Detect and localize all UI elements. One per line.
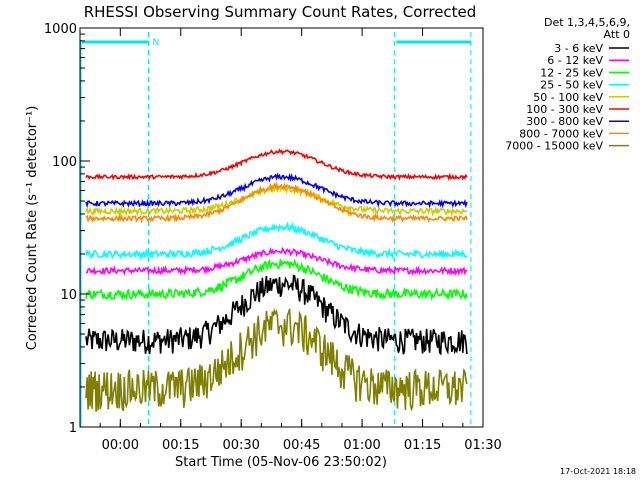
y-tick-label-0: 1 bbox=[69, 421, 77, 436]
series-line-8 bbox=[85, 308, 468, 412]
legend-label-1: 6 - 12 keV bbox=[547, 54, 603, 67]
x-tick-label-5: 01:15 bbox=[404, 438, 441, 453]
x-tick-label-2: 00:30 bbox=[222, 438, 259, 453]
legend-label-7: 800 - 7000 keV bbox=[519, 127, 603, 140]
night-label-0: N bbox=[153, 38, 160, 48]
legend-header-line-1: Det 1,3,4,5,6,9, bbox=[544, 16, 630, 29]
y-axis-label: Corrected Count Rate (s⁻¹ detector⁻¹) bbox=[25, 106, 40, 351]
legend-label-4: 50 - 100 keV bbox=[533, 91, 603, 104]
legend-label-0: 3 - 6 keV bbox=[554, 42, 603, 55]
series-line-2 bbox=[85, 258, 468, 302]
legend-label-8: 7000 - 15000 keV bbox=[505, 140, 603, 153]
y-tick-label-1: 10 bbox=[60, 288, 77, 303]
y-tick-label-2: 100 bbox=[52, 155, 77, 170]
legend-label-6: 300 - 800 keV bbox=[526, 115, 603, 128]
legend-header-line-2: Att 0 bbox=[604, 28, 630, 41]
legend-label-2: 12 - 25 keV bbox=[540, 66, 603, 79]
series-line-1 bbox=[85, 246, 468, 277]
x-tick-label-4: 01:00 bbox=[343, 438, 380, 453]
y-tick-label-3: 1000 bbox=[44, 22, 77, 37]
x-axis-label: Start Time (05-Nov-06 23:50:02) bbox=[175, 455, 387, 470]
series-line-0 bbox=[85, 274, 468, 356]
legend-label-3: 25 - 50 keV bbox=[540, 79, 603, 92]
series-line-5 bbox=[85, 148, 468, 181]
legend-label-5: 100 - 300 keV bbox=[526, 103, 603, 116]
y-axis-ticks: 1 10 100 1000 bbox=[44, 22, 90, 436]
x-tick-label-6: 01:30 bbox=[464, 438, 501, 453]
night-markers: N bbox=[80, 32, 472, 427]
x-tick-label-0: 00:00 bbox=[102, 438, 139, 453]
series-line-3 bbox=[85, 221, 468, 261]
x-tick-label-1: 00:15 bbox=[162, 438, 199, 453]
chart-title: RHESSI Observing Summary Count Rates, Co… bbox=[84, 3, 477, 21]
data-series bbox=[85, 148, 468, 412]
footer-date: 17-Oct-2021 18:18 bbox=[560, 467, 636, 476]
series-line-7 bbox=[85, 181, 468, 224]
series-line-6 bbox=[85, 172, 468, 209]
x-tick-label-3: 00:45 bbox=[283, 438, 320, 453]
x-axis-ticks: 00:00 00:15 00:30 00:45 01:00 01:15 01:30 bbox=[79, 28, 502, 453]
series-line-4 bbox=[85, 183, 468, 217]
